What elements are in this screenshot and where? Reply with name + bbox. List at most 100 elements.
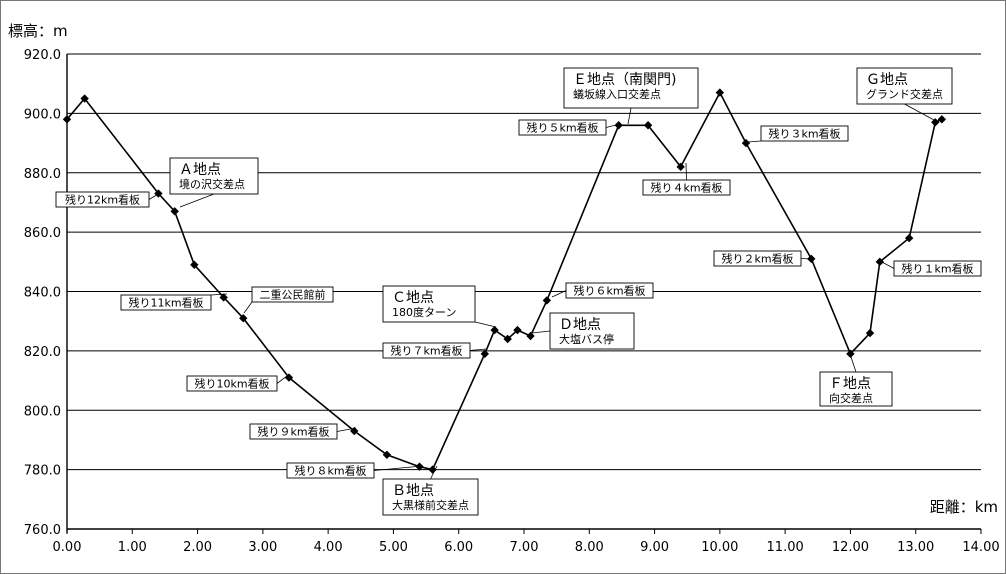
callout-box: [249, 423, 338, 440]
x-tick-label: 14.00: [962, 540, 999, 555]
callout-leader: [747, 140, 762, 143]
x-tick-label: 13.00: [897, 540, 934, 555]
x-tick-label: 12.00: [832, 540, 869, 555]
x-tick-label: 4.00: [314, 540, 343, 555]
x-tick-label: 7.00: [510, 540, 539, 555]
y-tick-label: 900.0: [24, 107, 61, 122]
callout-box: [120, 294, 212, 311]
point-label-subtitle: 大黒様前交差点: [392, 498, 469, 512]
callout-box: [518, 119, 607, 136]
point-label-box: [563, 67, 699, 109]
callout-label: 残り11km看板: [128, 296, 203, 310]
point-label-title: Ｄ地点: [559, 317, 601, 333]
point-label-subtitle: グランド交差点: [866, 87, 943, 101]
data-point-marker: [676, 162, 685, 172]
data-point-marker: [931, 118, 940, 127]
data-point-marker: [239, 314, 248, 323]
x-axis-label: 距離：km: [930, 498, 998, 516]
data-point-marker: [526, 331, 535, 341]
point-label-leader: [531, 330, 551, 334]
point-label-leader: [430, 465, 438, 480]
data-point-marker: [382, 450, 392, 459]
callout-label: 残り４km看板: [650, 181, 722, 195]
data-point-marker: [284, 373, 294, 382]
callout-box: [642, 179, 731, 196]
x-tick-label: 9.00: [640, 540, 669, 555]
callout-box: [186, 375, 278, 392]
point-label-title: Ｅ地点（南関門): [573, 72, 676, 88]
callout-box: [760, 125, 849, 142]
callout-label: 残り12km看板: [65, 193, 140, 207]
point-label-box: [819, 371, 893, 407]
point-label-subtitle: 大塩バス停: [559, 332, 614, 346]
data-point-marker: [415, 462, 424, 471]
callout-box: [565, 282, 654, 299]
callout-box: [713, 250, 802, 267]
data-point-marker: [513, 325, 522, 335]
callout-label: 残り３km看板: [768, 127, 840, 141]
point-label-subtitle: 180度ターン: [392, 305, 456, 319]
callout-leader: [551, 290, 567, 298]
x-tick-label: 6.00: [444, 540, 473, 555]
y-tick-label: 920.0: [24, 48, 61, 63]
x-tick-label: 10.00: [701, 540, 738, 555]
callout-leader: [336, 427, 357, 432]
callout-label: 残り５km看板: [526, 121, 598, 135]
callout-leader: [210, 293, 228, 296]
point-label-leader: [179, 193, 215, 208]
data-point-marker: [542, 296, 552, 305]
callout-box: [382, 342, 471, 359]
point-label-subtitle: 蟻坂線入口交差点: [573, 87, 661, 101]
callout-box: [251, 286, 334, 303]
y-tick-label: 780.0: [24, 464, 61, 479]
point-label-leader: [850, 356, 857, 373]
x-tick-label: 3.00: [248, 540, 277, 555]
point-label-subtitle: 境の沢交差点: [179, 177, 245, 191]
point-label-leader: [627, 107, 632, 125]
point-label-title: Ｇ地点: [866, 72, 908, 88]
point-label-leader: [904, 103, 935, 121]
callout-label: 残り２km看板: [721, 252, 793, 266]
point-label-title: Ｂ地点: [392, 483, 434, 499]
callout-leader: [243, 301, 253, 314]
callout-leader: [469, 348, 487, 351]
data-point-marker: [614, 121, 623, 130]
data-point-marker: [190, 260, 199, 269]
data-point-marker: [480, 349, 490, 359]
point-label-title: Ｃ地点: [392, 290, 434, 306]
callout-leader: [800, 258, 814, 260]
data-point-marker: [846, 349, 855, 359]
data-point-marker: [490, 325, 499, 335]
data-point-marker: [643, 121, 653, 130]
callout-leader: [685, 162, 687, 181]
data-point-marker: [875, 257, 885, 267]
y-tick-label: 820.0: [24, 345, 61, 360]
x-tick-label: 5.00: [379, 540, 408, 555]
x-tick-label: 2.00: [183, 540, 212, 555]
callout-label: 残り８km看板: [294, 464, 366, 478]
callout-label: 残り１km看板: [901, 262, 973, 276]
callout-label: 二重公民館前: [260, 288, 326, 302]
callout-leader: [148, 192, 161, 200]
callout-leader: [605, 124, 617, 128]
point-label-box: [382, 478, 479, 516]
data-point-marker: [62, 115, 72, 124]
callout-label: 残り９km看板: [257, 425, 329, 439]
callout-leader: [373, 465, 423, 471]
callout-label: 残り６km看板: [573, 284, 645, 298]
point-label-box: [549, 312, 635, 350]
callout-leader: [879, 260, 895, 269]
y-tick-label: 800.0: [24, 404, 61, 419]
callout-box: [893, 260, 982, 277]
data-point-marker: [219, 293, 228, 302]
elevation-line: [66, 90, 943, 471]
x-tick-label: 11.00: [767, 540, 804, 555]
data-point-marker: [503, 334, 512, 344]
y-tick-label: 760.0: [24, 523, 61, 538]
point-label-leader: [474, 321, 497, 328]
y-tick-label: 840.0: [24, 286, 61, 301]
callout-box: [286, 462, 375, 479]
y-tick-label: 880.0: [24, 167, 61, 182]
